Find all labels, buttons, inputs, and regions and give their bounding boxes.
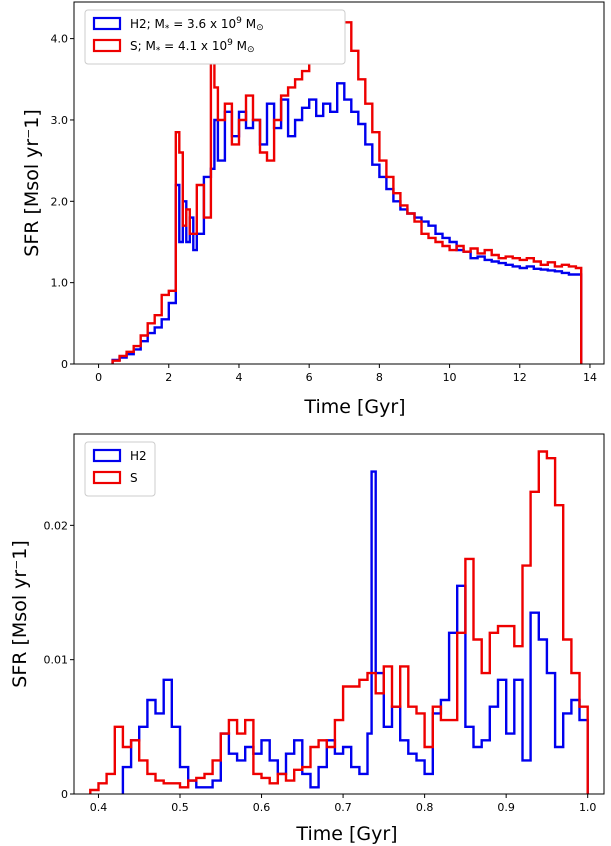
legend-label-exponent: 9 <box>236 16 242 26</box>
x-tick-label: 0.9 <box>497 801 515 814</box>
y-tick-label: 0 <box>61 788 68 801</box>
x-tick-label: 2 <box>165 371 172 384</box>
x-tick-label: 0.7 <box>334 801 352 814</box>
legend: H2; M* = 3.6 x 109 M⊙S; M* = 4.1 x 109 M… <box>84 9 346 65</box>
legend-swatch-s <box>92 38 122 53</box>
series-line-s <box>89 450 589 794</box>
legend-frame <box>84 9 346 65</box>
x-tick-label: 8 <box>376 371 383 384</box>
y-tick-label: 2.0 <box>51 195 69 208</box>
legend-label-exponent: 9 <box>227 38 233 48</box>
series-line-h2 <box>111 82 583 364</box>
legend-label-unit: M <box>242 17 256 31</box>
x-tick-label: 0.4 <box>90 801 108 814</box>
legend-swatch-s <box>92 470 122 485</box>
series-line-h2 <box>121 470 589 794</box>
y-tick-label: 1.0 <box>51 277 69 290</box>
x-axis-title: Time [Gyr] <box>303 396 405 418</box>
y-tick-label: 3.0 <box>51 114 69 127</box>
legend-label-unit: M <box>233 39 247 53</box>
legend-label-subscript: * <box>165 24 170 34</box>
legend-label-prefix: S; M <box>130 39 156 53</box>
legend-label-value: = 3.6 x 10 <box>169 17 236 31</box>
legend-label-unit-subscript: ⊙ <box>256 23 264 33</box>
y-tick-label: 0.02 <box>44 519 69 532</box>
x-tick-label: 10 <box>443 371 457 384</box>
legend-label-s: S; M* = 4.1 x 109 M⊙ <box>130 38 255 56</box>
plot-frame <box>73 433 605 795</box>
x-axis-title: Time [Gyr] <box>295 823 397 845</box>
y-tick-label: 0.01 <box>44 654 69 667</box>
y-axis-title: SFR [Msol yr⁻1] <box>9 540 31 687</box>
chart-panel-2: 0.4 0.5 0.6 0.7 0.8 0.9 1.0 0 0.01 0.02 Time [Gyr]… <box>9 433 605 845</box>
y-tick-label: 0 <box>61 358 68 371</box>
x-tick-label: 1.0 <box>579 801 597 814</box>
legend-label-prefix: H2 <box>130 449 147 463</box>
chart-panel-1: 0 2 4 6 8 10 12 14 0 1.0 2.0 3.0 4.0 Time [Gyr] SFR [M… <box>21 1 605 418</box>
legend-label-unit-subscript: ⊙ <box>247 45 255 55</box>
x-tick-label: 4 <box>235 371 242 384</box>
legend-label-prefix: S <box>130 471 138 485</box>
y-tick-label: 4.0 <box>51 33 69 46</box>
x-tick-label: 6 <box>306 371 313 384</box>
legend: H2 S <box>84 441 156 497</box>
x-tick-label: 14 <box>583 371 597 384</box>
x-tick-label: 12 <box>513 371 527 384</box>
plot-frame <box>73 1 605 365</box>
x-tick-label: 0.6 <box>253 801 271 814</box>
legend-label-s: S <box>130 471 138 485</box>
legend-swatch-h2 <box>92 448 122 463</box>
x-tick-label: 0.5 <box>171 801 189 814</box>
y-axis-title: SFR [Msol yr⁻1] <box>21 109 43 256</box>
legend-label-h2: H2 <box>130 449 147 463</box>
legend-swatch-h2 <box>92 16 122 31</box>
series-line-s <box>111 13 583 364</box>
legend-label-prefix: H2; M <box>130 17 165 31</box>
x-tick-label: 0 <box>95 371 102 384</box>
legend-label-value: = 4.1 x 10 <box>160 39 227 53</box>
x-tick-label: 0.8 <box>416 801 434 814</box>
legend-label-subscript: * <box>156 46 161 56</box>
legend-label-h2: H2; M* = 3.6 x 109 M⊙ <box>130 16 264 34</box>
